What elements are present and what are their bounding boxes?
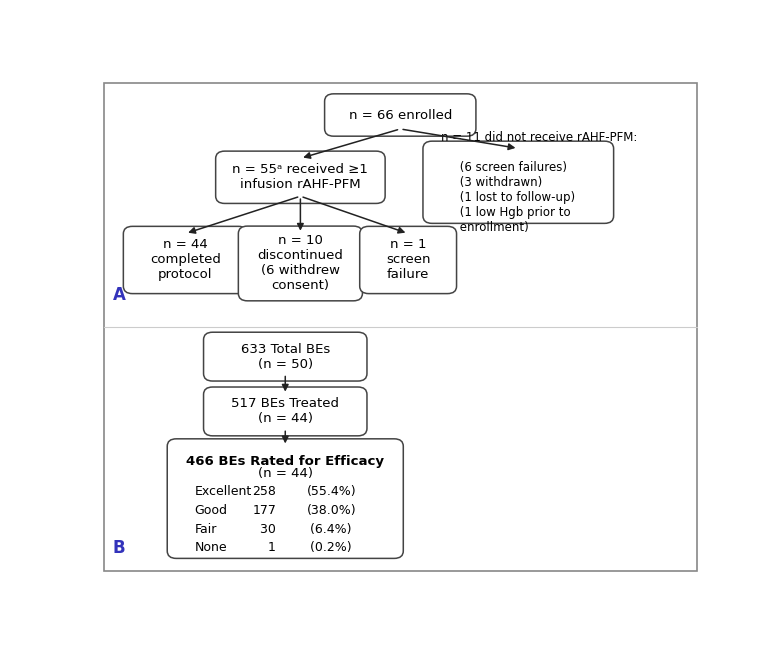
FancyBboxPatch shape bbox=[423, 141, 614, 223]
FancyBboxPatch shape bbox=[238, 226, 362, 301]
Text: (n = 44): (n = 44) bbox=[258, 467, 312, 480]
Text: 258: 258 bbox=[252, 485, 276, 498]
FancyBboxPatch shape bbox=[360, 226, 457, 294]
Text: Good: Good bbox=[194, 503, 227, 516]
FancyBboxPatch shape bbox=[123, 226, 248, 294]
Text: 1: 1 bbox=[260, 542, 276, 554]
Text: 517 BEs Treated
(n = 44): 517 BEs Treated (n = 44) bbox=[231, 397, 339, 426]
FancyBboxPatch shape bbox=[167, 439, 403, 558]
FancyBboxPatch shape bbox=[325, 94, 476, 136]
Text: n = 44
completed
protocol: n = 44 completed protocol bbox=[150, 239, 221, 281]
Text: 30: 30 bbox=[256, 523, 276, 536]
Text: n = 11 did not receive rAHF-PFM:

     (6 screen failures)
     (3 withdrawn)
  : n = 11 did not receive rAHF-PFM: (6 scre… bbox=[441, 131, 637, 234]
Text: Fair: Fair bbox=[194, 523, 217, 536]
Text: n = 55ᵃ received ≥1
infusion rAHF-PFM: n = 55ᵃ received ≥1 infusion rAHF-PFM bbox=[233, 163, 369, 192]
Text: (55.4%): (55.4%) bbox=[306, 485, 356, 498]
Text: n = 66 enrolled: n = 66 enrolled bbox=[348, 109, 452, 122]
Text: 466 BEs Rated for Efficacy: 466 BEs Rated for Efficacy bbox=[186, 455, 384, 468]
Text: B: B bbox=[112, 539, 126, 557]
Text: (38.0%): (38.0%) bbox=[306, 503, 356, 516]
FancyBboxPatch shape bbox=[216, 151, 385, 203]
Text: 177: 177 bbox=[252, 503, 276, 516]
Text: (6.4%): (6.4%) bbox=[306, 523, 352, 536]
Text: None: None bbox=[194, 542, 227, 554]
Text: Excellent: Excellent bbox=[194, 485, 251, 498]
Text: (0.2%): (0.2%) bbox=[306, 542, 352, 554]
Text: n = 10
discontinued
(6 withdrew
consent): n = 10 discontinued (6 withdrew consent) bbox=[258, 234, 344, 292]
FancyBboxPatch shape bbox=[204, 332, 367, 381]
FancyBboxPatch shape bbox=[204, 387, 367, 436]
Text: A: A bbox=[112, 287, 126, 304]
Text: 633 Total BEs
(n = 50): 633 Total BEs (n = 50) bbox=[241, 343, 330, 371]
Text: n = 1
screen
failure: n = 1 screen failure bbox=[386, 239, 430, 281]
